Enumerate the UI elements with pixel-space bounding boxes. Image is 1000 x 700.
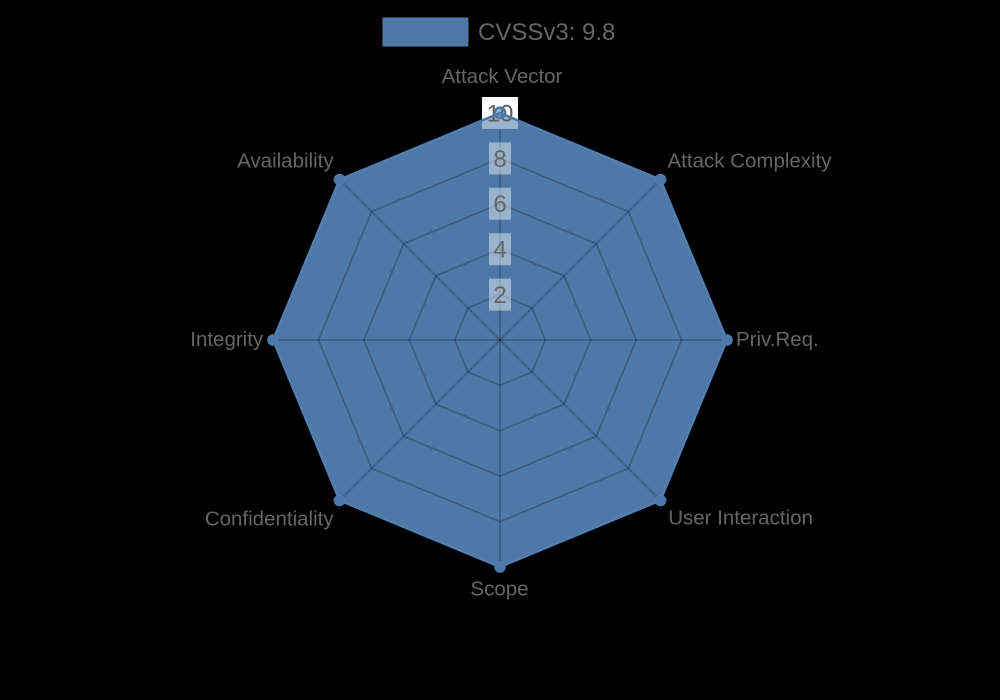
svg-text:Availability: Availability bbox=[237, 150, 334, 173]
svg-text:2: 2 bbox=[493, 282, 506, 309]
svg-text:Priv.Req.: Priv.Req. bbox=[736, 328, 819, 351]
svg-text:8: 8 bbox=[493, 146, 506, 173]
svg-text:Confidentiality: Confidentiality bbox=[205, 507, 335, 530]
svg-text:6: 6 bbox=[493, 191, 506, 218]
svg-text:Integrity: Integrity bbox=[190, 328, 264, 351]
svg-text:Scope: Scope bbox=[470, 578, 528, 601]
svg-text:Attack Vector: Attack Vector bbox=[442, 65, 563, 88]
svg-text:User Interaction: User Interaction bbox=[668, 507, 813, 530]
svg-text:CVSSv3: 9.8: CVSSv3: 9.8 bbox=[478, 19, 615, 46]
svg-text:Attack Complexity: Attack Complexity bbox=[668, 150, 833, 173]
svg-text:4: 4 bbox=[493, 237, 506, 264]
